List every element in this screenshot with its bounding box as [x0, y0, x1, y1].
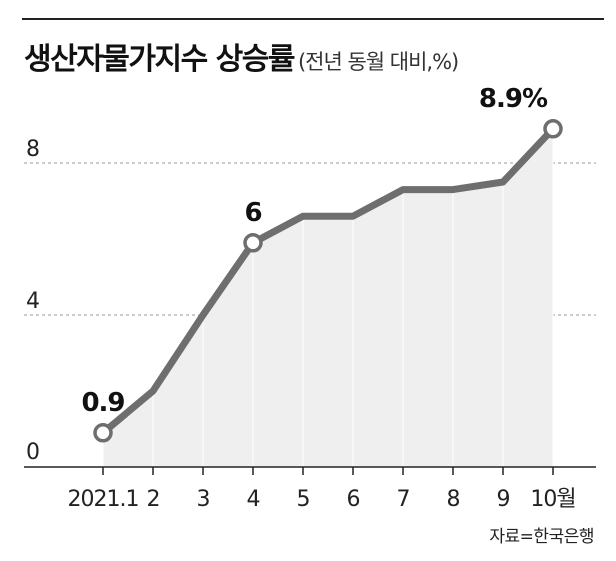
y-tick-label-8: 8 — [26, 137, 40, 162]
x-tick-label-6: 7 — [397, 487, 410, 512]
chart-subtitle: (전년 동월 대비,%) — [297, 50, 459, 74]
data-label-9: 8.9% — [479, 84, 548, 114]
chart-title-row: 생산자물가지수 상승률 (전년 동월 대비,%) — [24, 34, 459, 78]
top-rule — [22, 18, 604, 20]
data-label-3: 6 — [244, 198, 261, 228]
x-tick-label-5: 6 — [347, 487, 360, 512]
data-point-0 — [93, 423, 113, 443]
x-tick-label-3: 4 — [247, 487, 260, 512]
x-tick-label-7: 8 — [447, 487, 460, 512]
line-layer — [99, 125, 557, 437]
x-tick-label-2: 3 — [197, 487, 210, 512]
x-tick-label-9: 10월 — [530, 487, 575, 512]
x-tick-label-1: 2 — [147, 487, 160, 512]
data-point-3 — [243, 233, 263, 253]
label-layer: 0 4 8 2021.1 2 3 4 5 6 7 8 9 10월 0.9 6 8.9% — [26, 84, 577, 512]
y-tick-label-4: 4 — [26, 289, 40, 314]
x-tick-label-8: 9 — [497, 487, 510, 512]
x-tick-label-4: 5 — [297, 487, 310, 512]
series-line — [99, 125, 557, 437]
axis-layer — [24, 466, 596, 475]
x-tick-label-0: 2021.1 — [68, 487, 139, 512]
chart-title: 생산자물가지수 상승률 — [24, 42, 295, 77]
source-note: 자료=한국은행 — [489, 527, 594, 547]
area-fill — [103, 128, 553, 468]
data-label-0: 0.9 — [81, 388, 124, 418]
area-layer — [102, 128, 554, 468]
marker-layer — [93, 119, 563, 443]
data-point-9 — [543, 119, 563, 139]
y-tick-label-0: 0 — [26, 440, 40, 465]
